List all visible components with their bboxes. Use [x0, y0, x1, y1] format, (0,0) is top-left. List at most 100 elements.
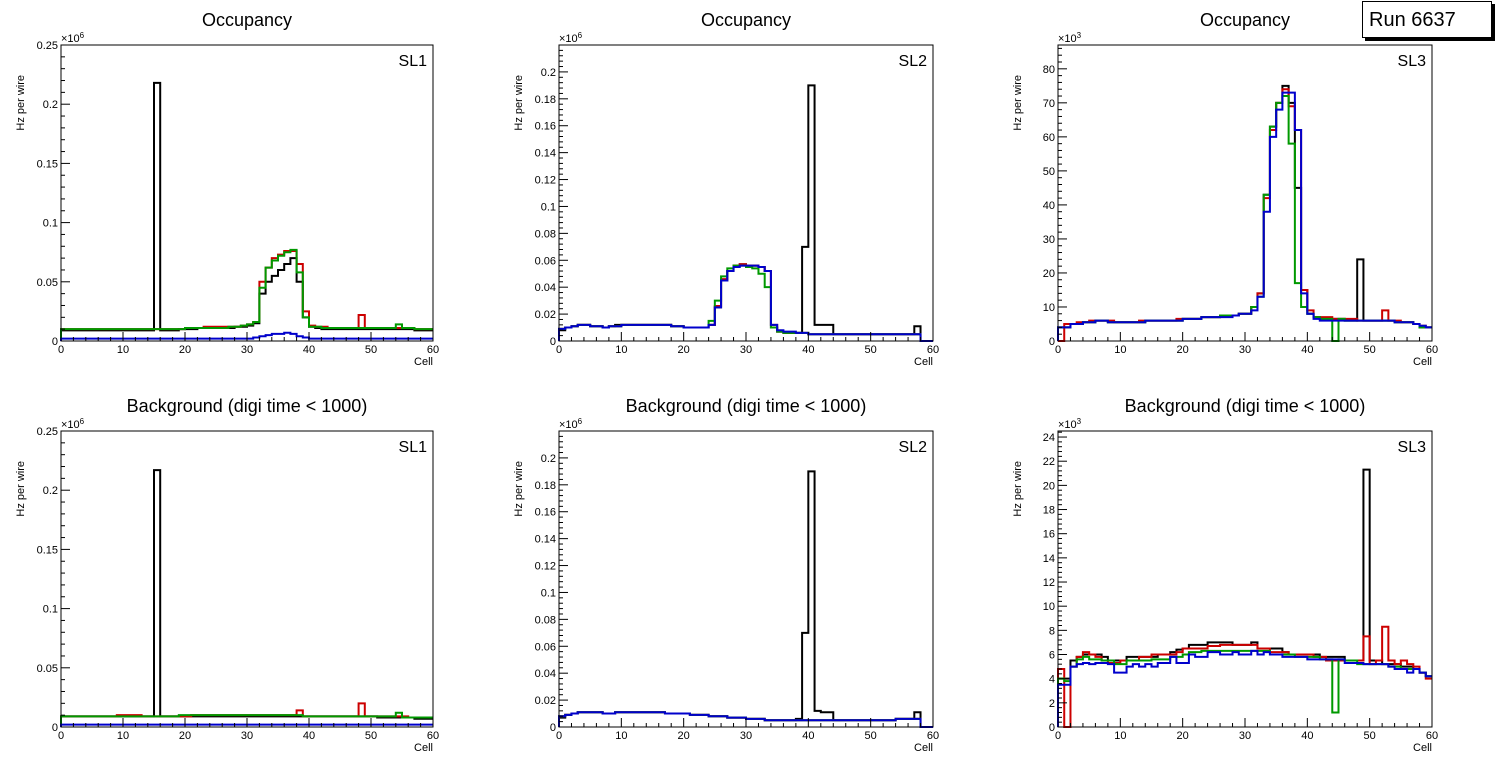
x-tick-label: 10 [117, 344, 129, 356]
y-tick-label: 0.1 [43, 604, 58, 616]
series-black [1057, 468, 1432, 727]
y-tick-label: 0 [550, 722, 556, 734]
y-exponent-label: ×103 [1058, 417, 1082, 431]
x-tick-label: 30 [241, 344, 253, 356]
y-tick-label: 0.05 [37, 663, 58, 675]
y-tick-label: 12 [1043, 577, 1055, 589]
y-tick-label: 0.1 [541, 201, 556, 213]
y-tick-label: 6 [1049, 650, 1055, 662]
series-black [1057, 84, 1432, 341]
chart-panel-4: Background (digi time < 1000) 0 10 20 30 40 50… [15, 396, 439, 754]
y-tick-label: 20 [1043, 480, 1055, 492]
x-axis-label: Cell [914, 742, 933, 754]
y-tick-label: 0.08 [535, 228, 556, 240]
x-tick-label: 0 [58, 344, 64, 356]
series-blue [1057, 91, 1432, 341]
y-tick-label: 10 [1043, 601, 1055, 613]
series-green [60, 248, 433, 341]
x-tick-label: 0 [556, 730, 562, 742]
series-black [60, 81, 433, 341]
series-blue [558, 711, 933, 728]
x-tick-label: 50 [865, 730, 877, 742]
x-tick-label: 20 [678, 344, 690, 356]
x-axis-label: Cell [914, 356, 933, 368]
x-tick-label: 10 [117, 730, 129, 742]
superlayer-label: SL2 [899, 439, 928, 456]
y-tick-label: 0.2 [541, 453, 556, 465]
y-tick-label: 0.14 [535, 148, 556, 160]
chart-title: Background (digi time < 1000) [1125, 396, 1366, 416]
series-blue [1057, 649, 1432, 727]
y-tick-label: 0.08 [535, 614, 556, 626]
y-tick-label: 0.05 [37, 277, 58, 289]
y-exponent-label: ×103 [1058, 31, 1082, 45]
y-tick-label: 0.25 [37, 426, 58, 438]
y-tick-label: 0.18 [535, 94, 556, 106]
x-tick-label: 60 [427, 730, 439, 742]
x-tick-label: 0 [556, 344, 562, 356]
chart-panel-5: Background (digi time < 1000) 0 10 20 30 40 50… [513, 396, 939, 754]
y-tick-label: 0.18 [535, 480, 556, 492]
y-axis-label: Hz per wire [15, 75, 27, 131]
superlayer-label: SL3 [1398, 439, 1427, 456]
y-tick-label: 0.2 [43, 99, 58, 111]
y-exponent-label: ×106 [61, 417, 85, 431]
x-tick-label: 60 [927, 344, 939, 356]
x-tick-label: 0 [1055, 344, 1061, 356]
y-tick-label: 80 [1043, 64, 1055, 76]
x-tick-label: 60 [427, 344, 439, 356]
series-green [558, 264, 933, 342]
y-tick-label: 0.1 [541, 587, 556, 599]
chart-title: Background (digi time < 1000) [127, 396, 368, 416]
plot-frame [60, 430, 434, 728]
y-tick-label: 60 [1043, 132, 1055, 144]
plot-frame [558, 44, 934, 342]
y-tick-label: 0.02 [535, 309, 556, 321]
y-tick-label: 0.04 [535, 668, 556, 680]
y-axis-label: Hz per wire [513, 75, 525, 131]
y-tick-label: 0.12 [535, 175, 556, 187]
x-tick-label: 10 [615, 730, 627, 742]
y-tick-label: 50 [1043, 166, 1055, 178]
x-tick-label: 50 [1364, 344, 1376, 356]
series-red [1058, 88, 1432, 342]
x-tick-label: 30 [1239, 344, 1251, 356]
plot-frame [558, 430, 934, 728]
y-tick-label: 0 [52, 722, 58, 734]
x-tick-label: 20 [179, 344, 191, 356]
x-tick-label: 10 [1114, 730, 1126, 742]
y-tick-label: 0.02 [535, 695, 556, 707]
y-tick-label: 0.06 [535, 255, 556, 267]
x-tick-label: 0 [58, 730, 64, 742]
y-tick-label: 14 [1043, 553, 1055, 565]
y-tick-label: 40 [1043, 200, 1055, 212]
x-tick-label: 50 [365, 344, 377, 356]
series-blue [60, 331, 433, 341]
y-axis-label: Hz per wire [513, 461, 525, 517]
y-tick-label: 0.15 [37, 158, 58, 170]
chart-title: Occupancy [202, 10, 292, 30]
x-axis-label: Cell [1413, 742, 1432, 754]
plot-frame [1057, 44, 1433, 342]
x-tick-label: 50 [865, 344, 877, 356]
x-tick-label: 20 [1177, 344, 1189, 356]
series-red [1057, 625, 1432, 728]
y-tick-label: 0.2 [43, 485, 58, 497]
series-black [558, 470, 933, 728]
run-label: Run 6637 [1362, 1, 1492, 38]
y-tick-label: 0 [52, 336, 58, 348]
series-black [60, 469, 433, 727]
x-tick-label: 60 [927, 730, 939, 742]
x-tick-label: 10 [1114, 344, 1126, 356]
y-axis-label: Hz per wire [1012, 461, 1024, 517]
plot-frame [60, 44, 434, 342]
chart-panel-6: Background (digi time < 1000)0 10 20 30 40 50… [1012, 396, 1438, 754]
x-tick-label: 30 [1239, 730, 1251, 742]
y-axis-label: Hz per wire [15, 461, 27, 517]
x-tick-label: 30 [241, 730, 253, 742]
y-tick-label: 16 [1043, 529, 1055, 541]
x-tick-label: 0 [1055, 730, 1061, 742]
x-tick-label: 60 [1426, 730, 1438, 742]
series-black [558, 84, 933, 342]
